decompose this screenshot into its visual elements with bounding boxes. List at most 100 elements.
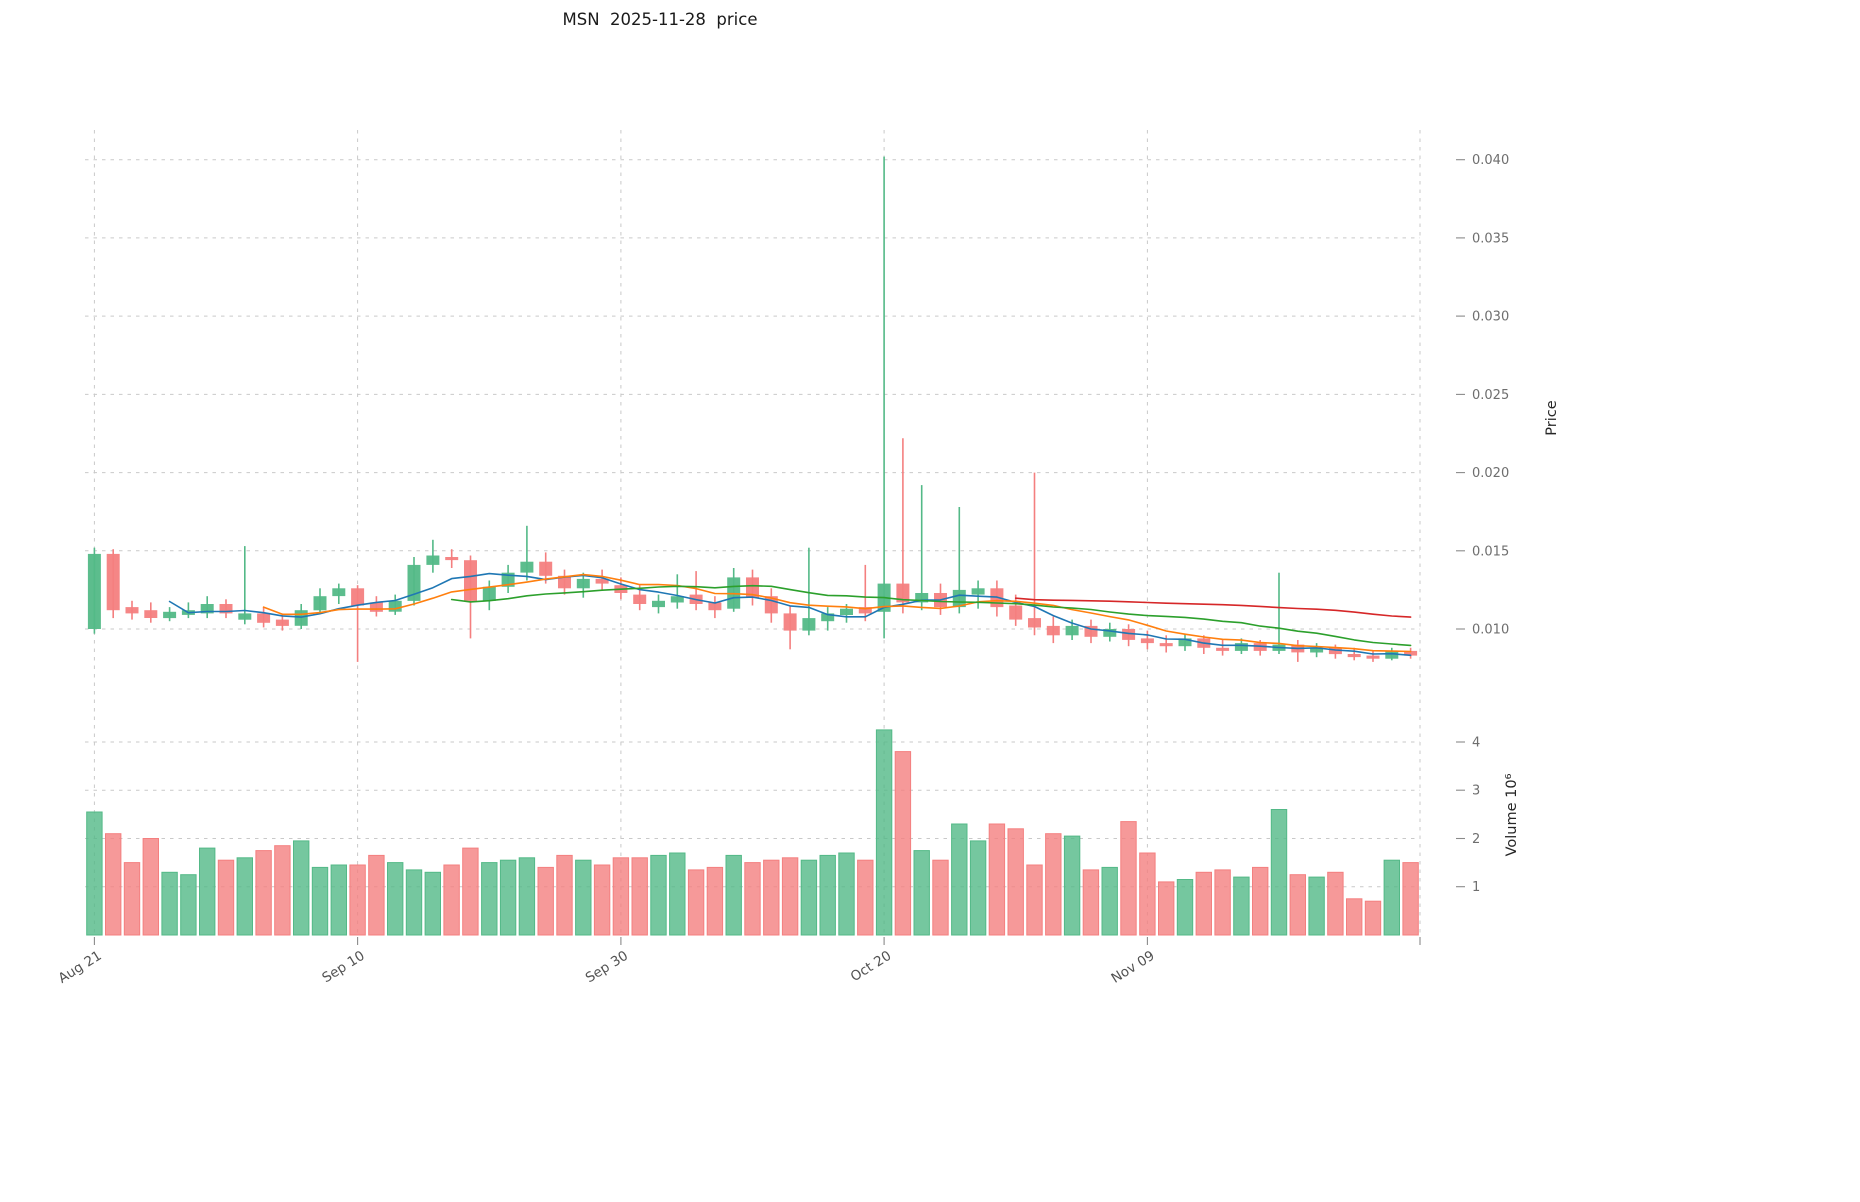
volume-bar [274, 845, 291, 936]
volume-bar [1327, 871, 1344, 936]
candle-body [1103, 629, 1117, 637]
volume-bar [217, 859, 235, 936]
price-tick-label: 0.030 [1472, 310, 1509, 325]
candle-body [426, 555, 440, 565]
candle-body [501, 572, 515, 587]
candle-body [219, 604, 233, 614]
volume-bar [650, 854, 667, 936]
candle-body [369, 602, 383, 612]
date-tick-label: Aug 21 [55, 948, 104, 987]
candle-body [821, 613, 835, 622]
volume-bars [86, 729, 1419, 936]
volume-bar [481, 862, 498, 936]
volume-tick-label: 4 [1472, 736, 1480, 751]
moving-average-lines [168, 572, 1412, 657]
volume-bar [1346, 898, 1363, 936]
candle-body [1404, 650, 1418, 656]
volume-bar [1270, 809, 1288, 936]
volume-bar [669, 852, 686, 936]
candle-body [332, 588, 346, 597]
candle-body [1028, 618, 1041, 628]
candle-body [482, 586, 496, 601]
volume-bar [462, 847, 479, 936]
volume-bar [969, 840, 987, 936]
volume-bar [293, 840, 310, 936]
price-axis-title: Price [1544, 400, 1560, 435]
candle-body [1065, 625, 1079, 636]
candle-body [163, 611, 177, 619]
candle-body [1140, 638, 1154, 644]
candle-body [388, 600, 402, 612]
candle-body [238, 613, 252, 620]
candle-body [896, 583, 910, 603]
volume-bar [1383, 859, 1400, 936]
volume-bar [1402, 862, 1419, 936]
volume-bar [1195, 871, 1212, 936]
volume-bar [819, 854, 836, 936]
chart-title: MSN 2025-11-28 price [562, 10, 758, 29]
volume-bar [1063, 835, 1081, 936]
candle-body [971, 588, 985, 595]
volume-bar [330, 864, 348, 936]
volume-bar [537, 866, 554, 936]
candle-body [633, 594, 647, 604]
candle-body [595, 578, 609, 584]
volume-bar [687, 869, 705, 936]
volume-bar [800, 859, 818, 936]
volume-bar [838, 852, 855, 936]
candle-body [558, 575, 571, 589]
volume-bar [763, 859, 780, 936]
candle-body [464, 560, 477, 601]
volume-bar [518, 857, 536, 936]
volume-bar [424, 871, 442, 936]
candle-body [670, 596, 684, 603]
candle-body [445, 557, 459, 561]
volume-bar [1101, 866, 1118, 936]
candle-body [1159, 643, 1173, 647]
volume-bar [932, 859, 949, 936]
volume-bar [1176, 879, 1194, 936]
candle-body [539, 561, 553, 576]
candle-body [858, 607, 872, 614]
candle-body [708, 602, 722, 611]
volume-bar [1120, 821, 1137, 936]
price-tick-label: 0.020 [1472, 466, 1509, 481]
volume-bar [405, 869, 423, 936]
date-tick-label: Oct 20 [848, 948, 894, 985]
axis-titles: Price Volume 10⁶ [1504, 400, 1560, 856]
volume-bar [1082, 869, 1100, 936]
ma-line-ma5 [168, 572, 1412, 657]
volume-bar [368, 854, 385, 936]
volume-tick-label: 1 [1472, 880, 1480, 895]
price-tick-label: 0.015 [1472, 544, 1509, 559]
volume-bar [1045, 833, 1062, 936]
volume-bar [913, 850, 930, 936]
candle-body [407, 564, 421, 601]
candle-body [125, 607, 139, 614]
candle-body [520, 561, 534, 573]
candle-body [294, 610, 308, 626]
ma-line-ma10 [262, 573, 1412, 653]
candle-body [1385, 650, 1399, 659]
ma-line-ma50 [1014, 597, 1412, 618]
volume-bar [857, 859, 874, 936]
volume-bar [180, 874, 197, 936]
volume-bar [1026, 864, 1043, 936]
volume-bar [387, 862, 404, 936]
candle-body [275, 619, 289, 626]
volume-bar [593, 864, 611, 936]
candle-body [1084, 625, 1098, 637]
volume-bar [875, 729, 893, 936]
candle-body [1366, 655, 1380, 659]
ma-line-ma20 [450, 584, 1412, 647]
volume-bar [706, 866, 724, 936]
volume-tick-label: 3 [1472, 784, 1480, 799]
volume-bar [781, 857, 799, 936]
volume-tick-label: 2 [1472, 832, 1480, 847]
volume-bar [236, 857, 254, 936]
candle-body [257, 613, 271, 623]
volume-bar [1214, 869, 1231, 936]
candle-body [1328, 647, 1342, 655]
